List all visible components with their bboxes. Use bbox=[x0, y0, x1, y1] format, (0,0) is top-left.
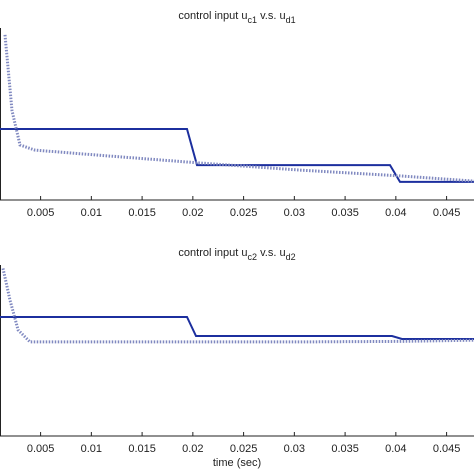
chart-title: control input uc2 v.s. ud2 bbox=[178, 247, 295, 262]
x-tick-label: 0.045 bbox=[433, 443, 461, 455]
x-tick-label: 0.02 bbox=[182, 443, 203, 455]
x-tick-label: 0.005 bbox=[27, 443, 55, 455]
title-part: d2 bbox=[286, 252, 296, 262]
x-tick-label: 0.03 bbox=[284, 207, 305, 219]
title-part: v.s. u bbox=[257, 247, 286, 259]
data-line bbox=[0, 316, 474, 340]
x-tick-label: 0.01 bbox=[81, 443, 102, 455]
x-tick-label: 0.005 bbox=[27, 207, 55, 219]
title-part: c2 bbox=[248, 252, 258, 262]
title-part: control input u bbox=[178, 10, 247, 22]
x-tick-label: 0.02 bbox=[182, 207, 203, 219]
x-tick-label: 0.015 bbox=[128, 443, 156, 455]
data-line bbox=[1, 268, 474, 344]
x-tick-label: 0.04 bbox=[385, 207, 406, 219]
x-tick-label: 0.03 bbox=[284, 443, 305, 455]
title-part: d1 bbox=[286, 15, 296, 25]
x-tick-label: 0.025 bbox=[230, 443, 258, 455]
x-tick-label: 0.035 bbox=[331, 207, 359, 219]
x-tick-label: 0.025 bbox=[230, 207, 258, 219]
title-part: control input u bbox=[178, 247, 247, 259]
data-line bbox=[0, 128, 474, 183]
x-tick-label: 0.035 bbox=[331, 443, 359, 455]
data-line bbox=[3, 34, 474, 183]
x-axis-label: time (sec) bbox=[213, 457, 261, 469]
title-part: v.s. u bbox=[257, 10, 286, 22]
title-part: c1 bbox=[248, 15, 258, 25]
x-tick-label: 0.04 bbox=[385, 443, 406, 455]
x-tick-label: 0.015 bbox=[128, 207, 156, 219]
chart-title: control input uc1 v.s. ud1 bbox=[178, 10, 295, 25]
x-tick-label: 0.01 bbox=[81, 207, 102, 219]
x-tick-label: 0.045 bbox=[433, 207, 461, 219]
